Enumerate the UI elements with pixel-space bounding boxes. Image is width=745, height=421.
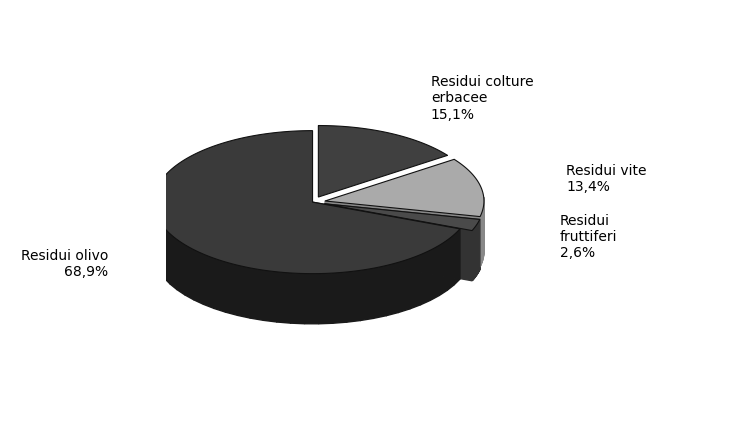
Polygon shape bbox=[440, 240, 447, 296]
Text: Residui
fruttiferi
2,6%: Residui fruttiferi 2,6% bbox=[560, 213, 618, 260]
Polygon shape bbox=[373, 266, 386, 318]
Polygon shape bbox=[325, 204, 472, 281]
Polygon shape bbox=[325, 204, 480, 269]
Polygon shape bbox=[160, 222, 165, 278]
Polygon shape bbox=[250, 268, 264, 320]
Polygon shape bbox=[313, 202, 460, 279]
Polygon shape bbox=[203, 254, 214, 309]
Polygon shape bbox=[447, 234, 454, 290]
Polygon shape bbox=[154, 210, 156, 266]
Text: Residui olivo
68,9%: Residui olivo 68,9% bbox=[21, 249, 108, 279]
Polygon shape bbox=[333, 272, 346, 323]
Polygon shape bbox=[153, 131, 460, 274]
Polygon shape bbox=[325, 204, 480, 231]
Polygon shape bbox=[171, 234, 177, 290]
Polygon shape bbox=[318, 125, 448, 197]
Polygon shape bbox=[346, 270, 360, 322]
Polygon shape bbox=[420, 250, 431, 305]
Polygon shape bbox=[360, 268, 373, 320]
Polygon shape bbox=[153, 203, 154, 260]
Polygon shape bbox=[165, 228, 171, 284]
Text: Residui colture
erbacee
15,1%: Residui colture erbacee 15,1% bbox=[431, 75, 533, 122]
Polygon shape bbox=[305, 274, 319, 324]
Polygon shape bbox=[226, 262, 238, 315]
Polygon shape bbox=[238, 265, 250, 318]
Polygon shape bbox=[214, 258, 226, 312]
Polygon shape bbox=[398, 259, 410, 312]
Text: Residui vite
13,4%: Residui vite 13,4% bbox=[566, 164, 647, 194]
Polygon shape bbox=[177, 240, 185, 295]
Polygon shape bbox=[431, 245, 440, 300]
Polygon shape bbox=[277, 272, 291, 323]
Polygon shape bbox=[156, 216, 160, 272]
Polygon shape bbox=[454, 229, 460, 285]
Polygon shape bbox=[194, 250, 203, 304]
Polygon shape bbox=[410, 255, 420, 309]
Polygon shape bbox=[325, 201, 480, 267]
Polygon shape bbox=[291, 273, 305, 324]
Polygon shape bbox=[325, 159, 484, 216]
Polygon shape bbox=[264, 270, 277, 322]
Polygon shape bbox=[386, 262, 398, 316]
Polygon shape bbox=[319, 273, 333, 324]
Polygon shape bbox=[185, 245, 194, 300]
